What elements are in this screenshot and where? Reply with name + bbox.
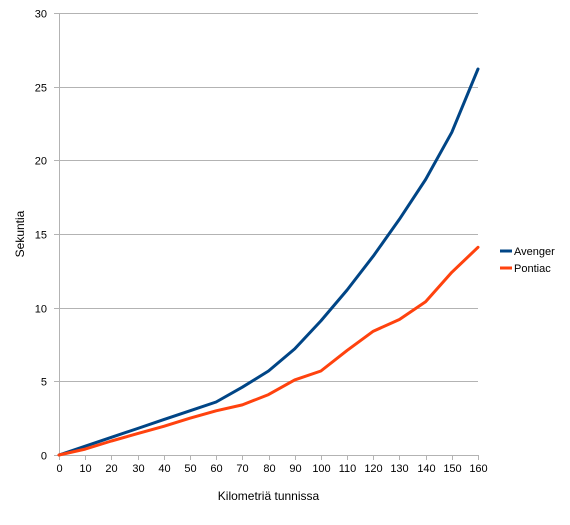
- x-axis-title: Kilometriä tunnissa: [218, 489, 320, 503]
- x-tick-label: 0: [56, 463, 62, 475]
- y-tick-label: 10: [35, 304, 47, 316]
- y-tick-label: 25: [35, 83, 47, 95]
- x-tick-label: 120: [364, 463, 382, 475]
- grid-lines: [59, 13, 478, 382]
- y-tick-label: 20: [35, 156, 47, 168]
- x-tick-label: 140: [417, 463, 435, 475]
- y-tick-label: 30: [35, 9, 47, 21]
- x-tick-label: 60: [210, 463, 222, 475]
- legend: Avenger Pontiac: [500, 246, 555, 275]
- x-tick-label: 40: [158, 463, 170, 475]
- series-lines: [57, 67, 480, 457]
- y-tick-label: 0: [41, 451, 47, 463]
- x-tick-label: 130: [390, 463, 408, 475]
- x-tick-label: 100: [312, 463, 330, 475]
- axes: [54, 13, 479, 460]
- y-tick-label: 15: [35, 230, 47, 242]
- legend-label-avenger: Avenger: [514, 246, 555, 258]
- series-line-pontiac: [57, 245, 480, 457]
- x-tick-label: 110: [339, 463, 357, 475]
- x-tick-label: 80: [263, 463, 275, 475]
- legend-label-pontiac: Pontiac: [514, 263, 551, 275]
- x-tick-label: 90: [289, 463, 301, 475]
- tick-labels: 0 5 10 15 20 25 30 0 10 20 30 40 50 60 70 80 90 100 110 120…: [35, 9, 488, 476]
- x-tick-label: 50: [184, 463, 196, 475]
- x-tick-label: 150: [443, 463, 461, 475]
- y-tick-label: 5: [41, 377, 47, 389]
- x-tick-label: 10: [79, 463, 91, 475]
- series-line-avenger: [57, 67, 480, 457]
- y-axis-title: Sekuntia: [13, 210, 27, 257]
- x-tick-label: 20: [105, 463, 117, 475]
- x-tick-label: 160: [469, 463, 487, 475]
- x-tick-label: 30: [132, 463, 144, 475]
- x-tick-label: 70: [236, 463, 248, 475]
